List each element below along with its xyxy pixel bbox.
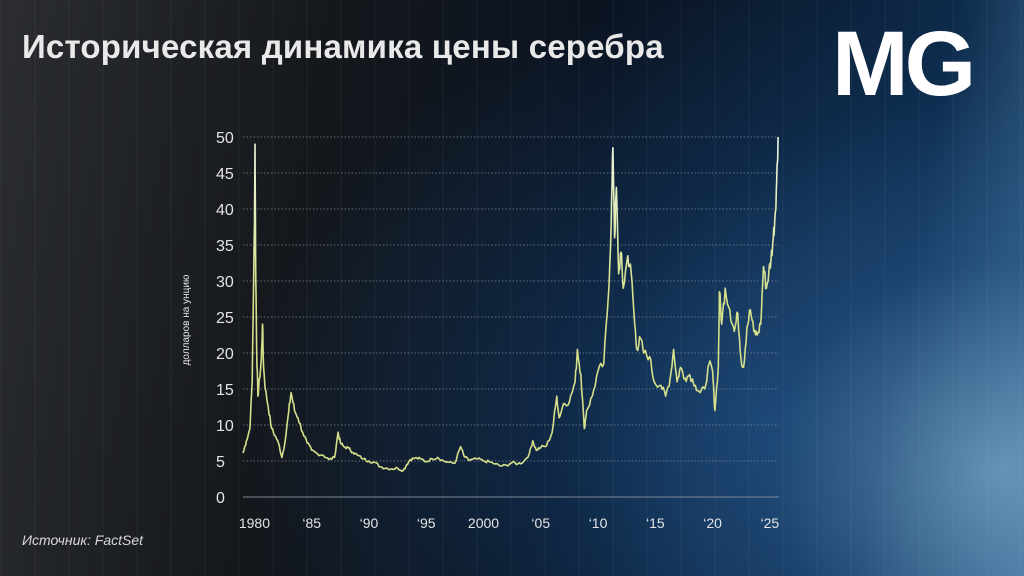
x-tick-label: ‘85 [302,515,321,531]
y-tick-label: 5 [216,454,225,471]
y-tick-label: 15 [216,382,234,399]
y-tick-label: 20 [216,346,234,363]
x-tick-label: ‘95 [417,515,436,531]
silver-price-line [242,136,779,473]
source-note: Источник: FactSet [22,532,144,548]
y-axis-label: долларов на унцию [181,274,192,365]
y-tick-label: 40 [216,202,234,219]
y-tick-label: 50 [216,130,234,147]
x-tick-label: ‘25 [760,515,779,531]
page-title: Историческая динамика цены серебра [22,28,664,65]
x-tick-label: ‘20 [703,515,722,531]
y-tick-label: 25 [216,310,234,327]
y-tick-label: 35 [216,238,234,255]
y-tick-label: 0 [216,490,225,507]
mg-logo: MG [832,13,976,115]
y-axis-ticks: 0 5 10 15 20 25 30 35 40 45 50 [216,130,234,507]
x-tick-label: ‘90 [360,515,379,531]
y-tick-label: 30 [216,274,234,291]
y-tick-label: 45 [216,166,234,183]
x-axis-ticks: 1980 ‘85 ‘90 ‘95 2000 ‘05 ‘10 ‘15 ‘20 ‘25 [239,515,780,531]
x-tick-label: 2000 [468,515,499,531]
x-tick-label: ‘10 [589,515,608,531]
y-tick-label: 10 [216,418,234,435]
grid-lines [243,136,779,498]
x-tick-label: ‘15 [646,515,665,531]
x-tick-label: ‘05 [531,515,550,531]
x-tick-label: 1980 [239,515,270,531]
